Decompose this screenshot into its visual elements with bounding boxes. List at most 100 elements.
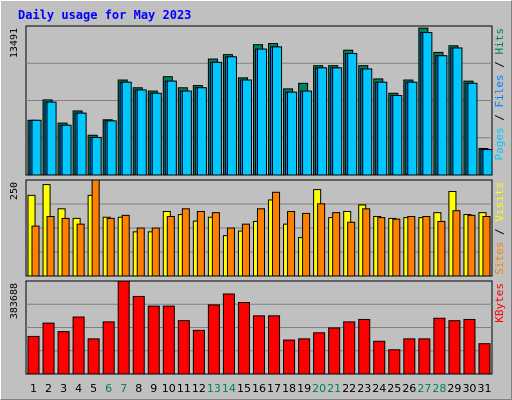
bar-kbytes-day-9 [147,305,160,375]
legend-files: Files [493,74,506,107]
bar-pages-day-26 [407,81,418,176]
day-label-3: 3 [60,382,67,395]
day-label-8: 8 [135,382,142,395]
bar-pages-day-4 [76,112,87,176]
bar-kbytes-day-8 [132,295,145,375]
day-label-25: 25 [387,382,401,395]
bar-kbytes-day-15 [237,301,250,375]
day-label-1: 1 [30,382,37,395]
bar-kbytes-day-25 [388,349,401,375]
bar-kbytes-day-14 [222,293,235,375]
bar-sites-day-22 [347,221,356,277]
bar-kbytes-day-31 [478,343,491,375]
bar-kbytes-day-1 [27,335,40,375]
bar-kbytes-day-27 [418,338,431,375]
bar-pages-day-10 [166,80,177,176]
legend-sites: Sites [493,242,506,275]
bar-kbytes-day-20 [313,332,326,375]
bar-kbytes-day-5 [87,338,100,375]
day-label-17: 17 [267,382,281,395]
bar-sites-day-31 [482,215,491,277]
day-label-27: 27 [417,382,431,395]
day-label-9: 9 [150,382,157,395]
bar-pages-day-2 [46,101,57,176]
bar-sites-day-1 [31,225,40,277]
bar-pages-day-18 [287,91,298,176]
bar-pages-day-28 [437,55,448,176]
bar-pages-day-3 [61,124,72,176]
bar-sites-day-2 [46,215,55,277]
day-label-31: 31 [477,382,491,395]
bar-pages-day-21 [332,67,343,176]
bar-sites-day-7 [121,214,130,277]
bar-sites-day-12 [196,210,205,277]
bar-sites-day-11 [181,208,190,277]
legend-sep: / [493,222,506,242]
bar-pages-day-29 [452,47,463,176]
day-label-23: 23 [357,382,371,395]
day-label-28: 28 [432,382,446,395]
day-label-7: 7 [120,382,127,395]
bar-sites-day-13 [211,212,220,277]
bar-pages-day-11 [181,90,192,176]
bar-kbytes-day-23 [358,318,371,375]
bar-kbytes-day-4 [72,316,85,375]
bar-kbytes-day-21 [328,327,341,375]
bar-sites-day-30 [467,214,476,277]
day-label-14: 14 [222,382,236,395]
bar-kbytes-day-28 [433,317,446,375]
day-label-2: 2 [45,382,52,395]
day-label-26: 26 [402,382,416,395]
bar-sites-day-4 [76,223,85,277]
chart-title: Daily usage for May 2023 [18,8,192,22]
bar-sites-day-24 [377,217,386,277]
bar-pages-day-1 [31,119,42,176]
bar-kbytes-day-6 [102,321,115,375]
legend-pages: Pages [493,127,506,160]
bar-pages-day-27 [422,32,433,176]
day-label-24: 24 [372,382,386,395]
bar-kbytes-day-26 [403,338,416,375]
bar-pages-day-14 [226,56,237,176]
bar-pages-day-24 [377,81,388,176]
bar-sites-day-28 [437,220,446,277]
bar-kbytes-day-10 [162,305,175,375]
legend-sep: / [493,108,506,128]
bar-kbytes-day-16 [252,315,266,375]
bar-pages-day-15 [241,79,252,176]
bar-kbytes-day-7 [117,280,130,375]
legend-bottom: KBytes [493,283,506,323]
day-label-11: 11 [177,382,191,395]
day-label-20: 20 [312,382,326,395]
bar-pages-day-20 [317,67,328,176]
bar-pages-day-12 [196,87,207,176]
bar-sites-day-5 [91,179,100,277]
bar-kbytes-day-3 [57,331,70,375]
bar-kbytes-day-24 [373,340,386,375]
bar-sites-day-10 [166,215,175,277]
bar-kbytes-day-13 [207,304,220,375]
bar-sites-day-3 [61,217,70,277]
bar-sites-day-23 [362,208,371,277]
bar-sites-day-15 [241,223,250,277]
bar-kbytes-day-19 [298,338,311,375]
bar-pages-day-23 [362,68,373,176]
bar-kbytes-day-17 [268,315,281,375]
day-label-5: 5 [90,382,97,395]
bar-sites-day-29 [452,210,461,277]
day-label-30: 30 [462,382,476,395]
bar-pages-day-5 [91,136,102,176]
day-label-22: 22 [342,382,356,395]
bar-pages-day-13 [211,61,222,176]
day-label-15: 15 [237,382,251,395]
bar-pages-day-8 [136,89,147,176]
legend-sep: / [493,55,506,75]
bar-sites-day-26 [407,215,416,277]
bar-sites-day-9 [151,227,160,277]
bar-pages-day-16 [256,48,268,176]
bar-pages-day-30 [467,82,478,176]
day-label-16: 16 [252,382,266,395]
bar-pages-day-17 [272,46,283,176]
bar-sites-day-25 [392,218,401,277]
day-label-4: 4 [75,382,82,395]
